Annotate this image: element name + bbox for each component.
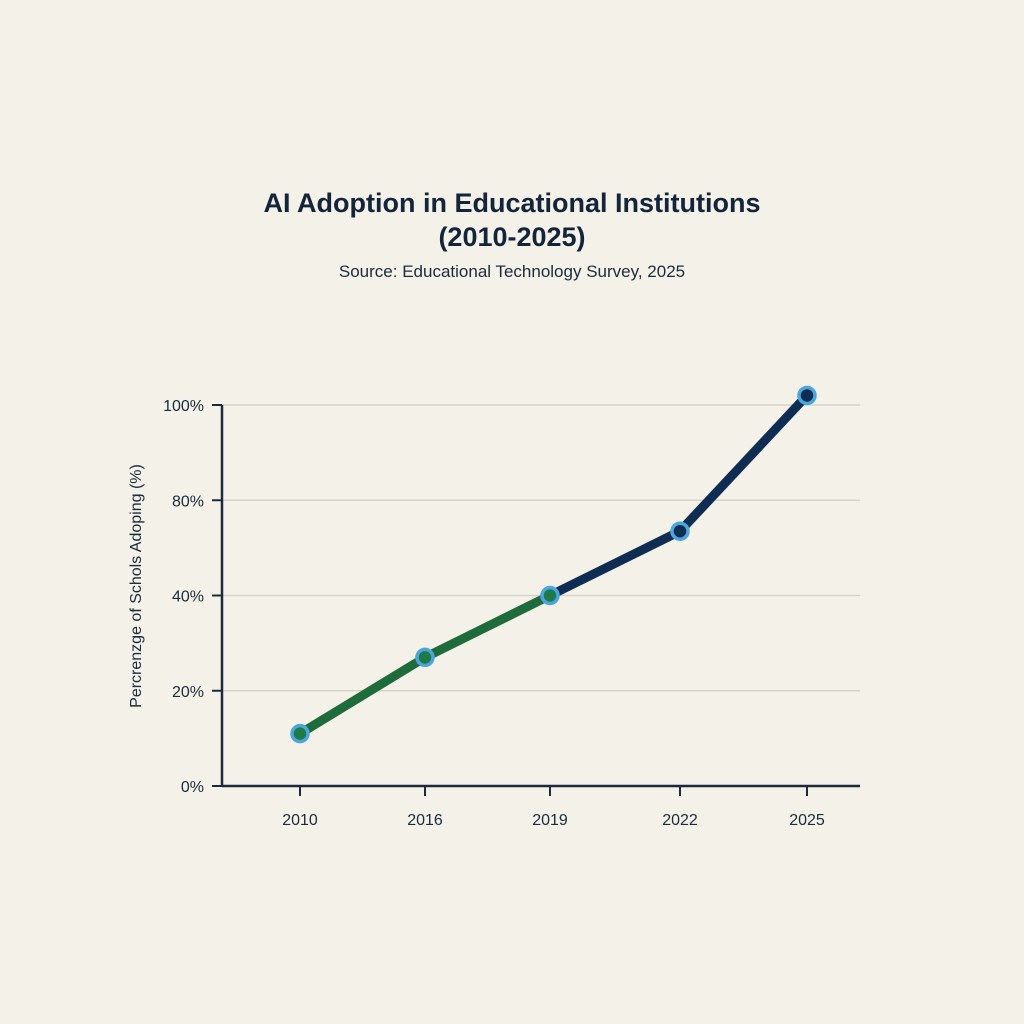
y-axis-label: Percrenzge of Schols Adoping (%) [128, 464, 145, 708]
chart-title-line-2: (2010-2025) [438, 222, 586, 252]
series-line-segment [545, 526, 685, 600]
series-line-segment [295, 652, 430, 739]
series-line-segment [420, 591, 555, 662]
x-tick-label: 2025 [789, 812, 825, 829]
axes [212, 404, 860, 796]
data-point [540, 585, 560, 606]
data-point [290, 723, 310, 744]
series-markers [290, 385, 817, 744]
tick-labels: 0% 20% 40% 80% 100% 2010 2016 2019 2022 2025 [163, 398, 825, 829]
x-tick-label: 2010 [282, 812, 318, 829]
x-tick-label: 2022 [662, 812, 698, 829]
x-tick-label: 2019 [532, 812, 568, 829]
data-point [797, 385, 817, 406]
data-point [670, 521, 690, 541]
x-tick-label: 2016 [407, 812, 443, 829]
gridlines [222, 404, 860, 692]
y-tick-label: 80% [172, 493, 204, 510]
chart-subtitle: Source: Educational Technology Survey, 2… [338, 262, 686, 281]
y-tick-label: 20% [172, 684, 204, 701]
series-lines [295, 390, 812, 739]
chart-title-line-1: AI Adoption in Educational Institutions [263, 188, 761, 218]
series-line-segment [675, 390, 812, 536]
y-tick-label: 0% [181, 779, 204, 796]
y-tick-label: 100% [163, 398, 204, 415]
chart-title: AI Adoption in Educational Institutions … [0, 186, 1024, 254]
y-tick-label: 40% [172, 589, 204, 606]
data-point [415, 647, 435, 668]
